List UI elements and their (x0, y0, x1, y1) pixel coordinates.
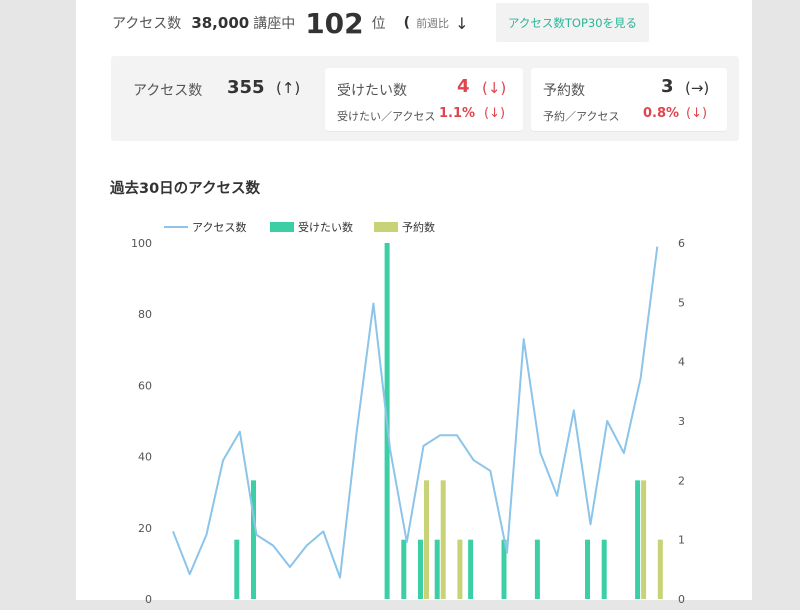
line-series (172, 246, 659, 579)
stat-want-value: 4 (457, 76, 470, 97)
stat-reserve-value: 3 (661, 76, 674, 97)
legend-label-access: アクセス数 (192, 221, 246, 234)
stat-want-trend: (↓) (482, 79, 507, 97)
bar-want (418, 539, 423, 599)
y-left-tick-label: 100 (131, 237, 152, 250)
y-left-tick-label: 40 (138, 451, 152, 464)
stat-card-reserve: 予約数 3 (→) 予約／アクセス 0.8% (↓) (531, 68, 727, 131)
rank-number: 102 (305, 6, 364, 40)
stat-access-trend: (↑) (276, 79, 301, 97)
bar-want (234, 539, 240, 599)
bar-want (585, 539, 590, 599)
stat-want-ratio-trend: (↓) (484, 106, 506, 121)
y-right-tick-label: 1 (678, 534, 685, 547)
stat-reserve-ratio-label: 予約／アクセス (543, 110, 620, 123)
stat-want-label: 受けたい数 (337, 83, 407, 99)
access-label: アクセス数 (112, 16, 182, 32)
bar-reserve (641, 480, 647, 599)
wow-paren: ( (403, 15, 411, 31)
bar-reserve (657, 539, 663, 599)
legend-label-want: 受けたい数 (298, 221, 353, 234)
week-over-week-label: 前週比 (416, 17, 450, 30)
legend-want-swatch (270, 222, 294, 232)
down-arrow-icon: ↓ (455, 13, 469, 33)
legend-label-reserve: 予約数 (402, 220, 435, 234)
stat-reserve-label: 予約数 (543, 83, 585, 99)
bar-want (601, 539, 607, 599)
stat-card-want: 受けたい数 4 (↓) 受けたい／アクセス 1.1% (↓) (325, 68, 523, 131)
stat-access-label: アクセス数 (133, 83, 203, 99)
stat-want-ratio-label: 受けたい／アクセス (337, 110, 436, 123)
access-line (172, 246, 659, 579)
y-right-tick-label: 5 (678, 296, 685, 309)
stat-access-value: 355 (227, 77, 265, 98)
bar-want (534, 539, 540, 599)
y-right-tick-label: 6 (678, 237, 685, 250)
ranking-panel: アクセス数 38,000 講座中 102 位 ( 前週比 ↓ アクセス数TOP3… (76, 0, 752, 606)
bar-want (434, 539, 440, 599)
bar-want (501, 539, 507, 599)
y-left-tick-label: 60 (138, 379, 152, 392)
y-right-tick-label: 2 (678, 474, 685, 487)
stat-reserve-trend: (→) (685, 79, 710, 97)
top30-button[interactable]: アクセス数TOP30を見る (496, 3, 649, 42)
bar-reserve (440, 480, 446, 599)
bar-want (401, 539, 407, 599)
stat-reserve-ratio-trend: (↓) (686, 106, 708, 121)
chart-title: 過去30日のアクセス数 (110, 181, 260, 197)
access-total: 38,000 (191, 14, 250, 32)
stat-reserve-ratio-value: 0.8% (643, 106, 680, 121)
stat-want-ratio-value: 1.1% (439, 106, 476, 121)
chart-legend: アクセス数 受けたい数 予約数 (164, 220, 435, 234)
rank-summary: アクセス数 38,000 講座中 102 位 ( 前週比 ↓ (112, 0, 468, 46)
bar-want (251, 480, 256, 599)
bar-want (468, 539, 474, 599)
bar-reserve (424, 480, 429, 599)
bar-want (635, 480, 641, 599)
legend-reserve-swatch (374, 222, 398, 232)
y-left-tick-label: 80 (138, 308, 152, 321)
courses-label: 講座中 (253, 16, 296, 32)
rank-suffix: 位 (371, 16, 386, 32)
y-right-tick-label: 3 (678, 415, 685, 428)
bar-reserve (457, 539, 463, 599)
stats-area: アクセス数 355 (↑) 受けたい数 4 (↓) 受けたい／アクセス 1.1%… (111, 56, 739, 141)
y-right-tick-label: 4 (678, 356, 685, 369)
bar-series (234, 243, 663, 599)
y-left-tick-label: 20 (138, 522, 152, 535)
